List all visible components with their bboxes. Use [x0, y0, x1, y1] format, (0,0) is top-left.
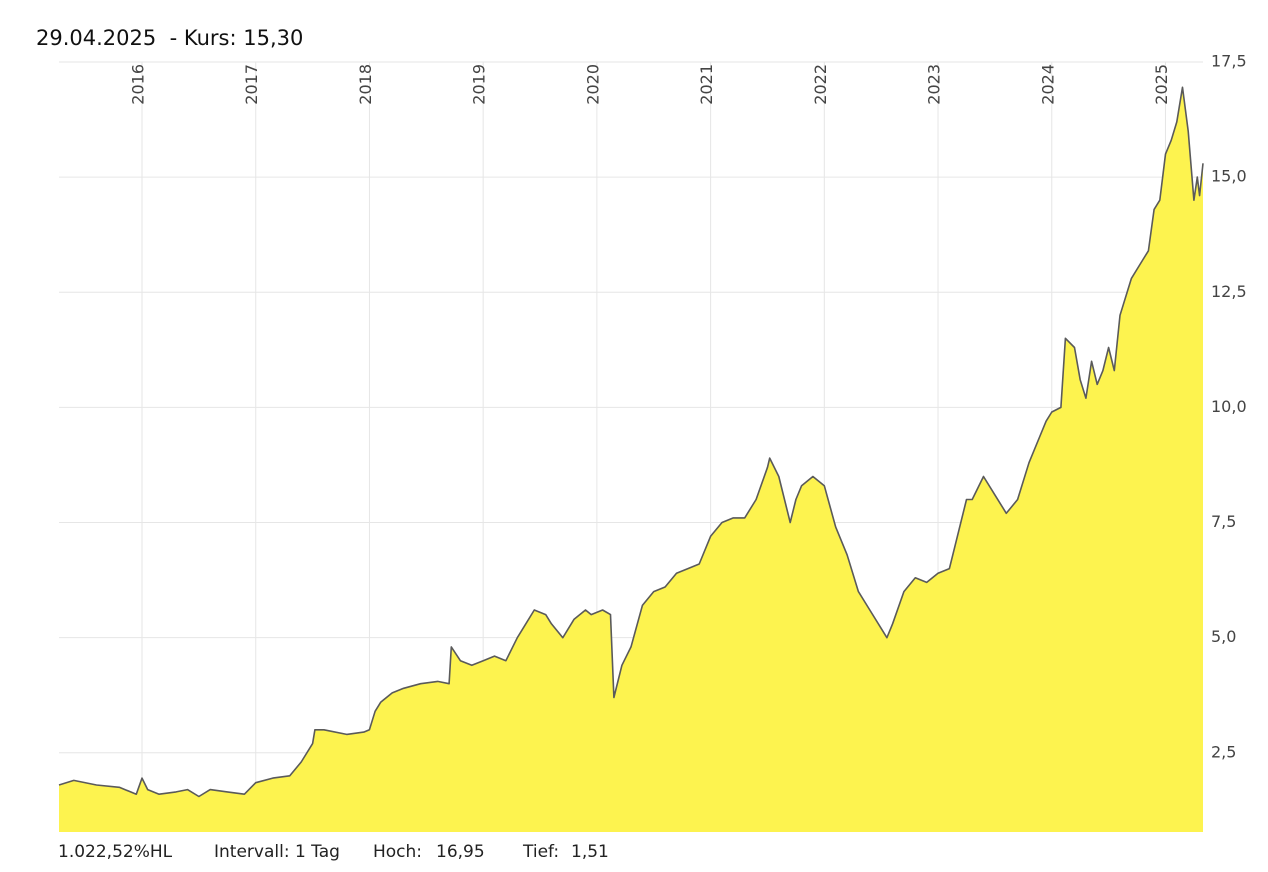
footer-hoch-label: Hoch: — [373, 842, 423, 862]
footer-performance: 1.022,52%HL — [58, 842, 173, 862]
footer-interval: Intervall: 1 Tag — [214, 842, 340, 862]
x-tick-label: 2017 — [242, 64, 261, 105]
y-tick-label: 7,5 — [1211, 512, 1236, 531]
y-tick-label: 17,5 — [1211, 52, 1247, 71]
y-axis-labels: 2,5 5,0 7,5 10,0 12,5 15,0 17,5 — [1211, 52, 1247, 762]
y-tick-label: 12,5 — [1211, 282, 1247, 301]
y-tick-label: 2,5 — [1211, 742, 1236, 761]
footer-tief-label: Tief: — [523, 842, 560, 862]
footer-tief-value: 1,51 — [571, 842, 609, 862]
y-tick-label: 5,0 — [1211, 627, 1236, 646]
header-kurs-label: - Kurs: — [169, 26, 237, 50]
chart-header: 29.04.2025 - Kurs: 15,30 — [36, 26, 303, 50]
y-tick-label: 15,0 — [1211, 167, 1247, 186]
x-tick-label: 2018 — [356, 64, 375, 105]
price-area — [59, 87, 1203, 833]
x-tick-label: 2020 — [583, 64, 602, 105]
grid-lines — [59, 61, 1203, 832]
x-axis-labels: 2016 2017 2018 2019 2020 2021 2022 2023 2024 2025 — [129, 64, 1171, 105]
footer-hoch-value: 16,95 — [436, 842, 485, 862]
x-tick-label: 2023 — [925, 64, 944, 105]
x-tick-label: 2016 — [129, 64, 148, 105]
header-kurs-value: 15,30 — [243, 26, 304, 50]
x-tick-label: 2022 — [811, 64, 830, 105]
x-tick-label: 2024 — [1038, 64, 1057, 105]
y-tick-label: 10,0 — [1211, 397, 1247, 416]
x-tick-label: 2021 — [697, 64, 716, 105]
x-tick-label: 2025 — [1152, 64, 1171, 105]
header-date: 29.04.2025 — [36, 26, 157, 50]
x-tick-label: 2019 — [470, 64, 489, 105]
price-line — [58, 86, 1204, 798]
